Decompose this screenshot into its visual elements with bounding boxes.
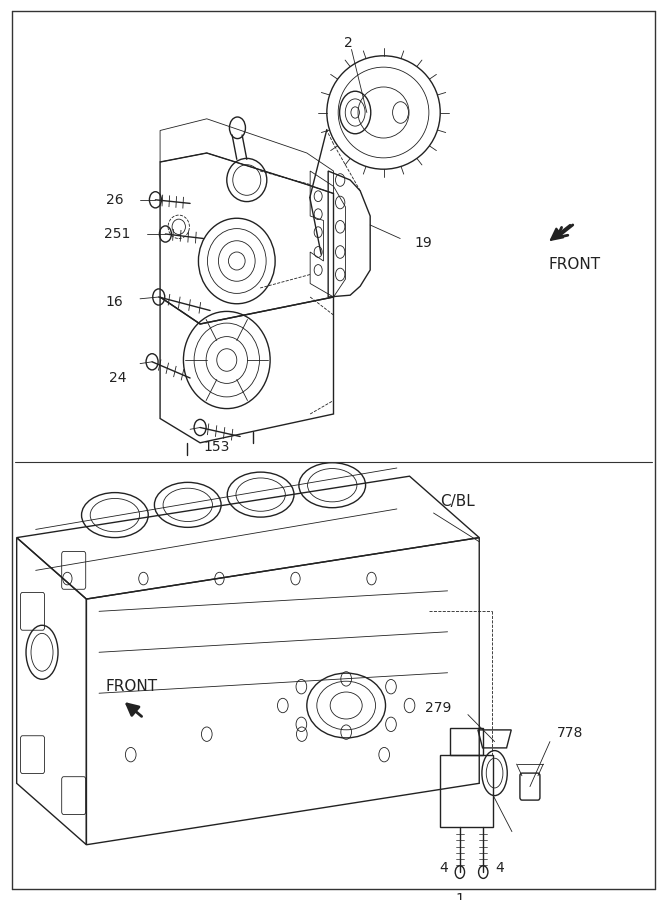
- Text: 2: 2: [344, 36, 353, 50]
- Text: 251: 251: [103, 227, 130, 241]
- Text: 24: 24: [109, 371, 127, 385]
- Text: 778: 778: [556, 725, 583, 740]
- Text: 153: 153: [203, 440, 230, 454]
- Text: 1: 1: [456, 892, 464, 900]
- Text: 279: 279: [425, 701, 452, 716]
- Text: FRONT: FRONT: [549, 257, 601, 272]
- Text: 26: 26: [106, 193, 123, 207]
- Text: FRONT: FRONT: [105, 680, 158, 694]
- Text: 4: 4: [495, 860, 504, 875]
- Text: C/BL: C/BL: [440, 494, 475, 508]
- Text: 16: 16: [105, 294, 123, 309]
- Text: 19: 19: [415, 236, 433, 250]
- Text: 4: 4: [439, 860, 448, 875]
